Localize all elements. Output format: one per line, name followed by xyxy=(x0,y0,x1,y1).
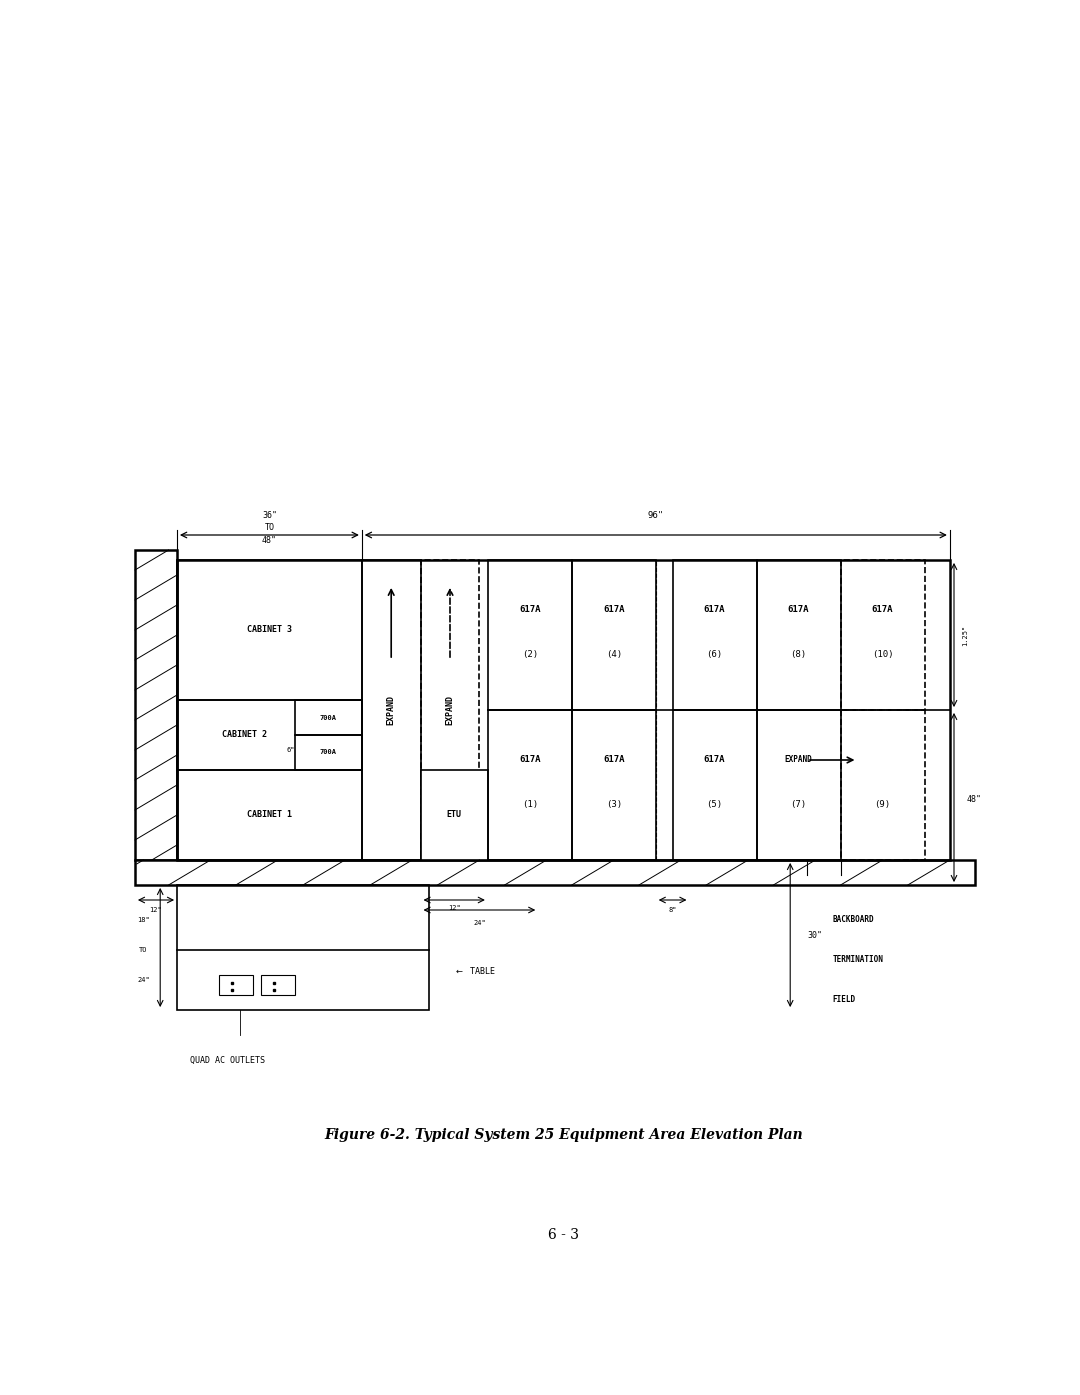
Text: (3): (3) xyxy=(606,801,622,809)
Text: 8": 8" xyxy=(669,908,677,914)
Text: (1): (1) xyxy=(522,801,538,809)
Text: 18": 18" xyxy=(137,917,150,923)
Text: ETU: ETU xyxy=(447,810,462,819)
Text: 30": 30" xyxy=(807,930,822,939)
Text: 700A: 700A xyxy=(320,749,337,756)
Text: 617A: 617A xyxy=(787,605,809,615)
Text: 12": 12" xyxy=(150,908,162,914)
Bar xyxy=(488,559,571,710)
Bar xyxy=(571,559,656,710)
Text: Figure 6-2. Typical System 25 Equipment Area Elevation Plan: Figure 6-2. Typical System 25 Equipment … xyxy=(324,1129,802,1143)
Text: (2): (2) xyxy=(522,650,538,660)
Bar xyxy=(673,710,757,859)
Text: 700A: 700A xyxy=(320,714,337,720)
Bar xyxy=(219,975,253,995)
Bar xyxy=(420,770,488,859)
Bar xyxy=(177,559,949,859)
Text: 6": 6" xyxy=(286,746,295,753)
Text: (8): (8) xyxy=(791,650,807,660)
Bar xyxy=(177,700,362,770)
Text: EXPAND: EXPAND xyxy=(785,756,812,764)
Text: $\leftarrow$ TABLE: $\leftarrow$ TABLE xyxy=(455,964,496,975)
Text: QUAD AC OUTLETS: QUAD AC OUTLETS xyxy=(190,1056,265,1064)
Bar xyxy=(295,735,362,770)
Text: 617A: 617A xyxy=(603,605,624,615)
Bar xyxy=(571,710,656,859)
Text: 12": 12" xyxy=(448,905,460,911)
Text: BACKBOARD: BACKBOARD xyxy=(833,915,874,925)
Text: (10): (10) xyxy=(872,650,893,660)
Bar xyxy=(840,710,924,859)
Text: 24": 24" xyxy=(137,976,150,983)
Text: 617A: 617A xyxy=(519,605,541,615)
Text: (9): (9) xyxy=(875,801,891,809)
Bar xyxy=(177,770,362,859)
Text: FIELD: FIELD xyxy=(833,996,855,1004)
Bar xyxy=(420,559,480,859)
Text: 36": 36" xyxy=(261,511,276,520)
Bar xyxy=(135,550,177,859)
Bar xyxy=(840,559,924,710)
Text: 617A: 617A xyxy=(872,605,893,615)
Text: TO: TO xyxy=(265,523,274,533)
Text: CABINET 2: CABINET 2 xyxy=(221,731,267,739)
Text: 6 - 3: 6 - 3 xyxy=(548,1228,579,1242)
Text: (5): (5) xyxy=(706,801,723,809)
Text: EXPAND: EXPAND xyxy=(446,695,455,725)
Text: (6): (6) xyxy=(706,650,723,660)
Text: 48": 48" xyxy=(967,795,982,805)
Bar xyxy=(295,700,362,735)
Text: 617A: 617A xyxy=(704,756,726,764)
Bar xyxy=(757,559,840,710)
Text: 617A: 617A xyxy=(704,605,726,615)
Text: 24": 24" xyxy=(473,919,486,926)
Bar xyxy=(673,559,757,710)
Text: 617A: 617A xyxy=(519,756,541,764)
Text: 617A: 617A xyxy=(603,756,624,764)
Text: 96": 96" xyxy=(648,511,664,520)
Text: TERMINATION: TERMINATION xyxy=(833,956,883,964)
Bar xyxy=(177,559,362,700)
Text: CABINET 3: CABINET 3 xyxy=(247,625,292,635)
Bar xyxy=(362,559,420,859)
Bar xyxy=(261,975,295,995)
Bar xyxy=(488,710,571,859)
Bar xyxy=(757,710,840,859)
Text: (4): (4) xyxy=(606,650,622,660)
Text: 48": 48" xyxy=(261,536,276,545)
Text: EXPAND: EXPAND xyxy=(387,695,395,725)
Text: CABINET 1: CABINET 1 xyxy=(247,810,292,819)
Bar xyxy=(177,884,429,1010)
Text: TO: TO xyxy=(139,947,148,953)
Text: (7): (7) xyxy=(791,801,807,809)
Bar xyxy=(135,859,975,884)
Text: 1.25": 1.25" xyxy=(962,625,969,646)
